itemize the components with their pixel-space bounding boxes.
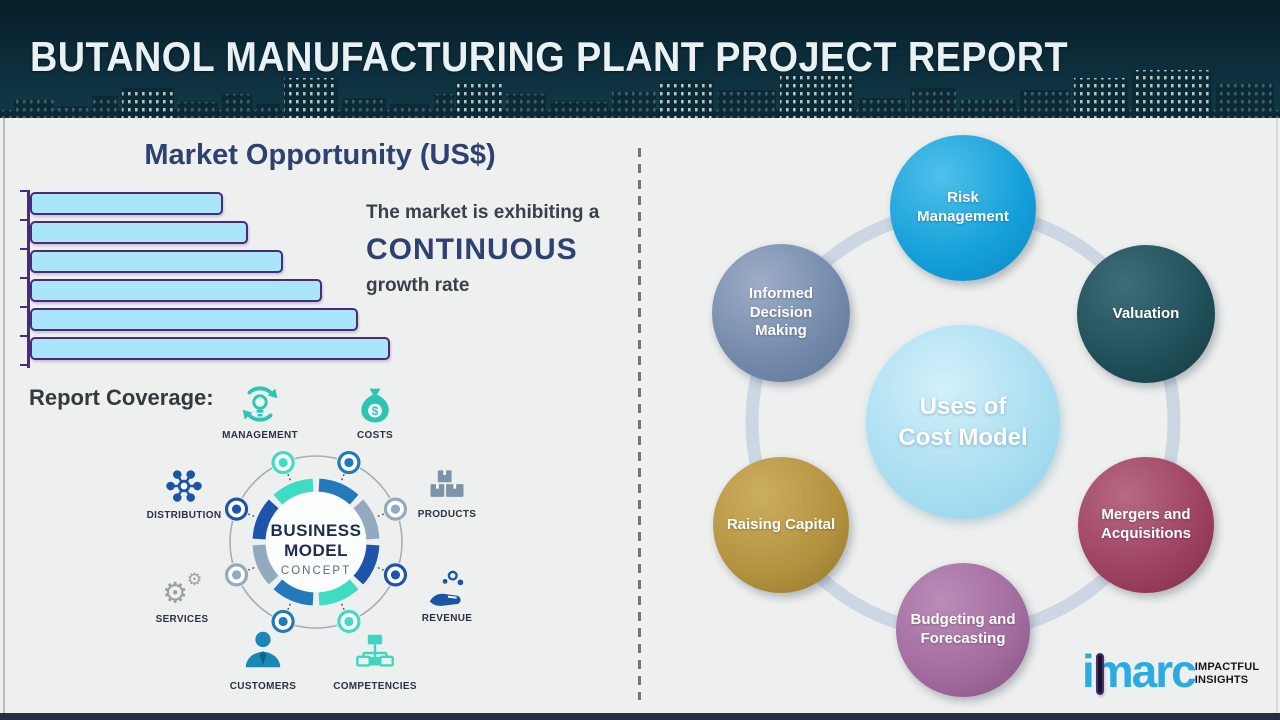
imarc-tagline-line2: INSIGHTS [1194,674,1249,686]
satellite-label: Mergers and Acquisitions [1100,506,1191,542]
chart-axis-tick [20,190,28,192]
business-model-ring-diagram: BUSINESS MODEL CONCEPT [216,442,416,642]
satellite-label: Informed Decision Making [748,284,814,340]
market-bar-4 [30,279,322,302]
chart-axis-tick [20,277,28,279]
cost-model-center-line1: Uses of [919,392,1007,420]
cost-model-center-line2: Cost Model [898,424,1028,451]
coverage-label-products: PRODUCTS [417,509,477,520]
satellite-label: Raising Capital [726,515,836,533]
distribution-icon [161,463,207,509]
tagline-line1: The market is exhibiting a [366,202,600,223]
market-bar-6 [30,337,390,360]
coverage-label-services: SERVICES [155,614,209,625]
imarc-logo-tagline: IMPACTFUL INSIGHTS [1195,661,1260,687]
market-opportunity-title: Market Opportunity (US$) [144,139,496,171]
business-model-text-line2: MODEL [284,541,348,560]
market-bar-1 [30,192,223,215]
coverage-label-distribution: DISTRIBUTION [146,510,222,521]
svg-text:$: $ [372,404,379,418]
satellite-budgeting-and-forecasting: Budgeting and Forecasting [896,563,1030,697]
cost-model-center-circle: Uses of Cost Model [866,325,1060,519]
satellite-mergers-and-acquisitions: Mergers and Acquisitions [1078,457,1214,593]
center-dashed-divider [638,148,641,700]
imarc-logo: imarc IMPACTFUL INSIGHTS [1082,648,1260,695]
satellite-label: Valuation [1112,304,1180,322]
coverage-label-costs: COSTS [357,430,393,441]
competencies-icon [352,630,398,676]
footer-strip [0,713,1280,720]
market-bar-2 [30,221,248,244]
imarc-tagline-line1: IMPACTFUL [1194,660,1260,673]
chart-axis-tick [20,306,28,308]
revenue-icon [424,567,470,613]
tagline-line2: growth rate [366,275,470,296]
coverage-label-competencies: COMPETENCIES [333,681,417,692]
satellite-informed-decision-making: Informed Decision Making [712,244,850,382]
report-coverage-label: Report Coverage: [29,385,214,410]
satellite-valuation: Valuation [1077,245,1215,383]
header-banner: BUTANOL MANUFACTURING PLANT PROJECT REPO… [0,0,1280,118]
market-opportunity-bar-chart [20,190,424,375]
customers-icon [240,627,286,673]
tagline-emphasis: CONTINUOUS [366,233,578,266]
satellite-label: Budgeting and Forecasting [910,611,1016,647]
svg-text:⚙: ⚙ [162,575,188,609]
business-model-text-line1: BUSINESS [271,521,362,540]
growth-tagline: The market is exhibiting a CONTINUOUS gr… [366,202,628,297]
coverage-label-customers: CUSTOMERS [229,681,297,692]
chart-axis-tick [20,248,28,250]
chart-axis-tick [20,335,28,337]
chart-axis-tick [20,219,28,221]
coverage-label-revenue: REVENUE [421,613,473,624]
products-icon [424,462,470,508]
imarc-logo-divider [1096,653,1104,695]
business-model-text-line3: CONCEPT [281,565,351,577]
costs-icon: $ [352,383,398,429]
satellite-risk-management: Risk Management [890,135,1036,281]
market-bar-5 [30,308,358,331]
left-border [3,118,5,713]
page-title: BUTANOL MANUFACTURING PLANT PROJECT REPO… [30,33,1069,80]
city-skyline-graphic [0,70,1280,118]
services-icon: ⚙ ⚙ [159,567,205,613]
right-border [1276,118,1278,713]
chart-y-axis [27,190,30,368]
satellite-raising-capital: Raising Capital [713,457,849,593]
market-bar-3 [30,250,283,273]
coverage-label-management: MANAGEMENT [222,430,298,441]
chart-axis-tick [20,364,28,366]
satellite-label: Risk Management [917,189,1009,225]
management-icon [237,381,283,427]
svg-text:⚙: ⚙ [187,570,202,590]
